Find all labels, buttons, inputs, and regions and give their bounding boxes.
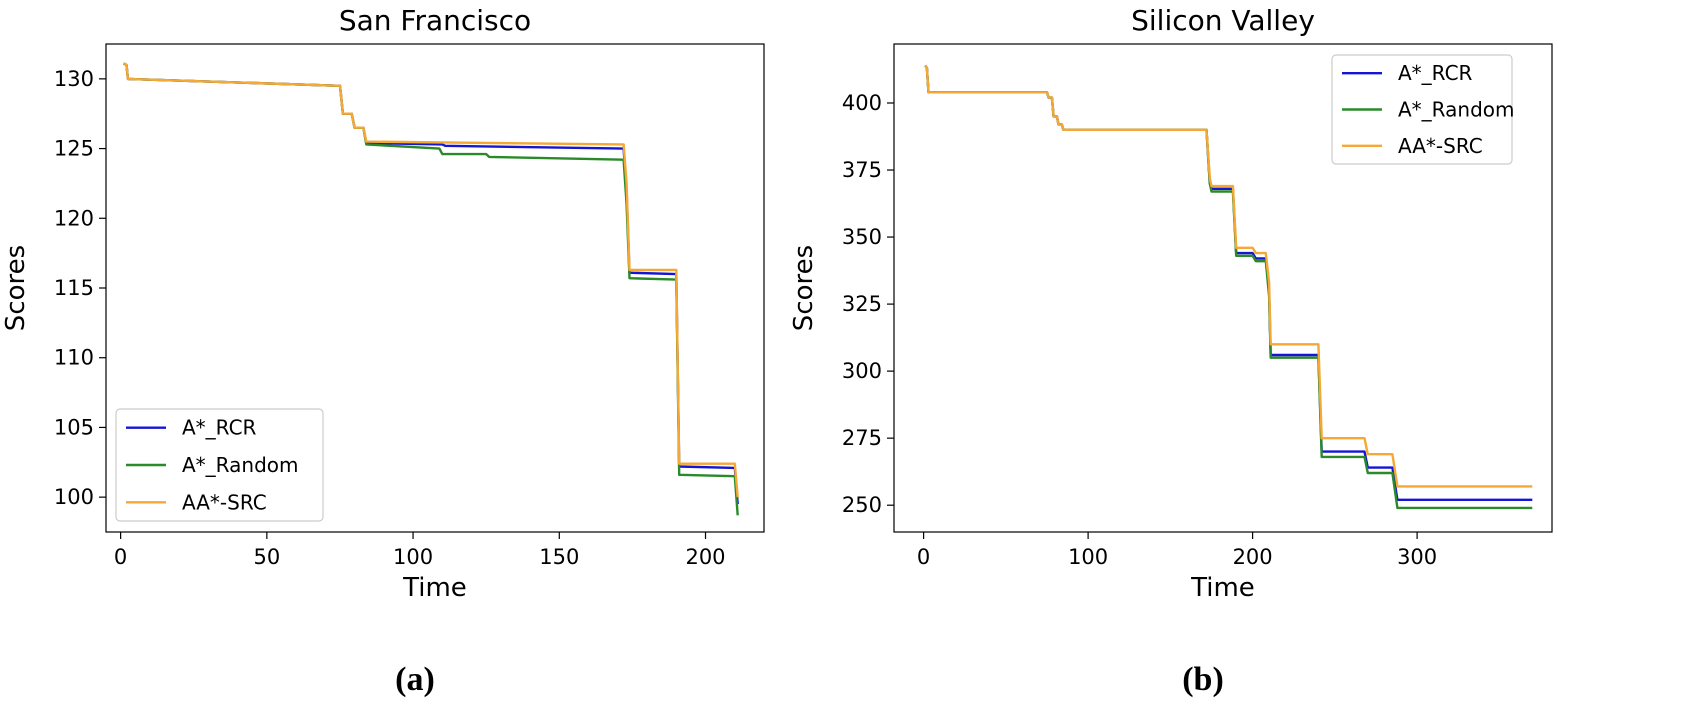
y-tick-label: 115 <box>54 276 94 300</box>
x-tick-label: 200 <box>1233 545 1273 569</box>
x-tick-label: 150 <box>539 545 579 569</box>
plot-area <box>122 62 739 516</box>
y-tick-label: 375 <box>842 158 882 182</box>
legend-label-0: A*_RCR <box>182 416 257 440</box>
legend-label-1: A*_Random <box>1398 98 1514 122</box>
y-tick-label: 110 <box>54 346 94 370</box>
y-tick-label: 120 <box>54 206 94 230</box>
y-axis-label: Scores <box>1 245 31 331</box>
x-tick-label: 0 <box>917 545 930 569</box>
series-line-2 <box>122 62 739 498</box>
legend-label-0: A*_RCR <box>1398 61 1473 85</box>
legend-label-2: AA*-SRC <box>182 490 267 514</box>
plot-area <box>924 64 1533 510</box>
x-tick-label: 100 <box>1068 545 1108 569</box>
y-tick-label: 130 <box>54 67 94 91</box>
legend-label-1: A*_Random <box>182 453 298 477</box>
y-tick-label: 250 <box>842 493 882 517</box>
x-axis-label: Time <box>402 573 467 603</box>
y-tick-label: 105 <box>54 415 94 439</box>
x-tick-label: 300 <box>1397 545 1437 569</box>
legend-box <box>115 408 324 522</box>
x-tick-label: 100 <box>393 545 433 569</box>
x-axis-label: Time <box>1190 573 1255 603</box>
legend-box <box>1331 54 1513 165</box>
legend: A*_RCR A*_Random AA*-SRC <box>115 408 324 522</box>
chart-panel-0: San Francisco 0 50 100 150 200 100 105 110 115 120… <box>1 4 765 698</box>
x-tick-label: 200 <box>685 545 725 569</box>
series-line-2 <box>924 64 1533 488</box>
chart-title: Silicon Valley <box>1131 4 1315 37</box>
y-axis-label: Scores <box>789 245 819 331</box>
panel-label: (a) <box>395 661 435 698</box>
axes-frame <box>893 43 1553 533</box>
y-tick-label: 400 <box>842 91 882 115</box>
x-tick-label: 50 <box>253 545 280 569</box>
legend: A*_RCR A*_Random AA*-SRC <box>1331 54 1514 165</box>
y-tick-label: 300 <box>842 359 882 383</box>
y-tick-label: 125 <box>54 137 94 161</box>
y-tick-label: 100 <box>54 485 94 509</box>
y-tick-label: 275 <box>842 426 882 450</box>
chart-panel-1: Silicon Valley 0 100 200 300 250 275 300 325 350 3… <box>789 4 1553 698</box>
y-tick-label: 325 <box>842 292 882 316</box>
panel-label: (b) <box>1182 661 1224 698</box>
legend-label-2: AA*-SRC <box>1398 134 1483 158</box>
x-tick-label: 0 <box>114 545 127 569</box>
chart-title: San Francisco <box>339 4 531 37</box>
y-tick-label: 350 <box>842 225 882 249</box>
